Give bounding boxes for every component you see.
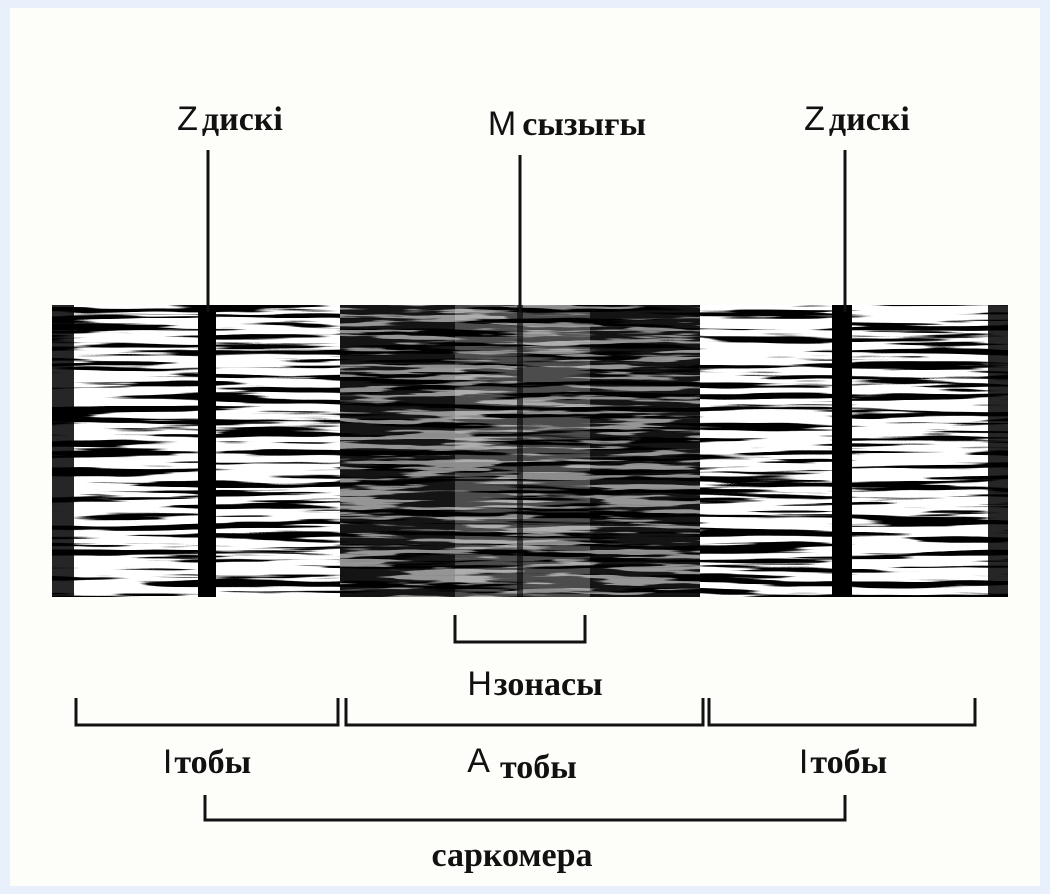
- label-word: дискі: [829, 101, 910, 138]
- label: Iтобы: [163, 743, 251, 781]
- label: Hзонасы: [467, 665, 602, 703]
- label-word: зонасы: [494, 666, 603, 703]
- label: саркомера: [431, 837, 592, 874]
- edge: [52, 305, 74, 597]
- z-line: [832, 305, 852, 597]
- label-word: тобы: [810, 744, 887, 781]
- m-line: [517, 305, 523, 597]
- label-letter: M: [488, 105, 516, 143]
- edge: [988, 305, 1008, 597]
- label: Iтобы: [799, 743, 887, 781]
- label-word: дискі: [202, 101, 283, 138]
- label-letter: Z: [804, 100, 825, 138]
- z-line: [198, 305, 216, 597]
- micrograph: [52, 305, 1008, 597]
- label-letter: I: [163, 743, 172, 781]
- label-letter: Z: [177, 100, 198, 138]
- label-letter: H: [467, 665, 492, 703]
- label-word: сызығы: [522, 106, 646, 143]
- label-word: тобы: [500, 749, 577, 786]
- label-word: тобы: [174, 744, 251, 781]
- label-letter: I: [799, 743, 808, 781]
- diagram: Zдискі Mсызығы Zдискі Hзонасы Iтобы Aтоб…: [0, 0, 1050, 894]
- label-letter: A: [467, 742, 490, 780]
